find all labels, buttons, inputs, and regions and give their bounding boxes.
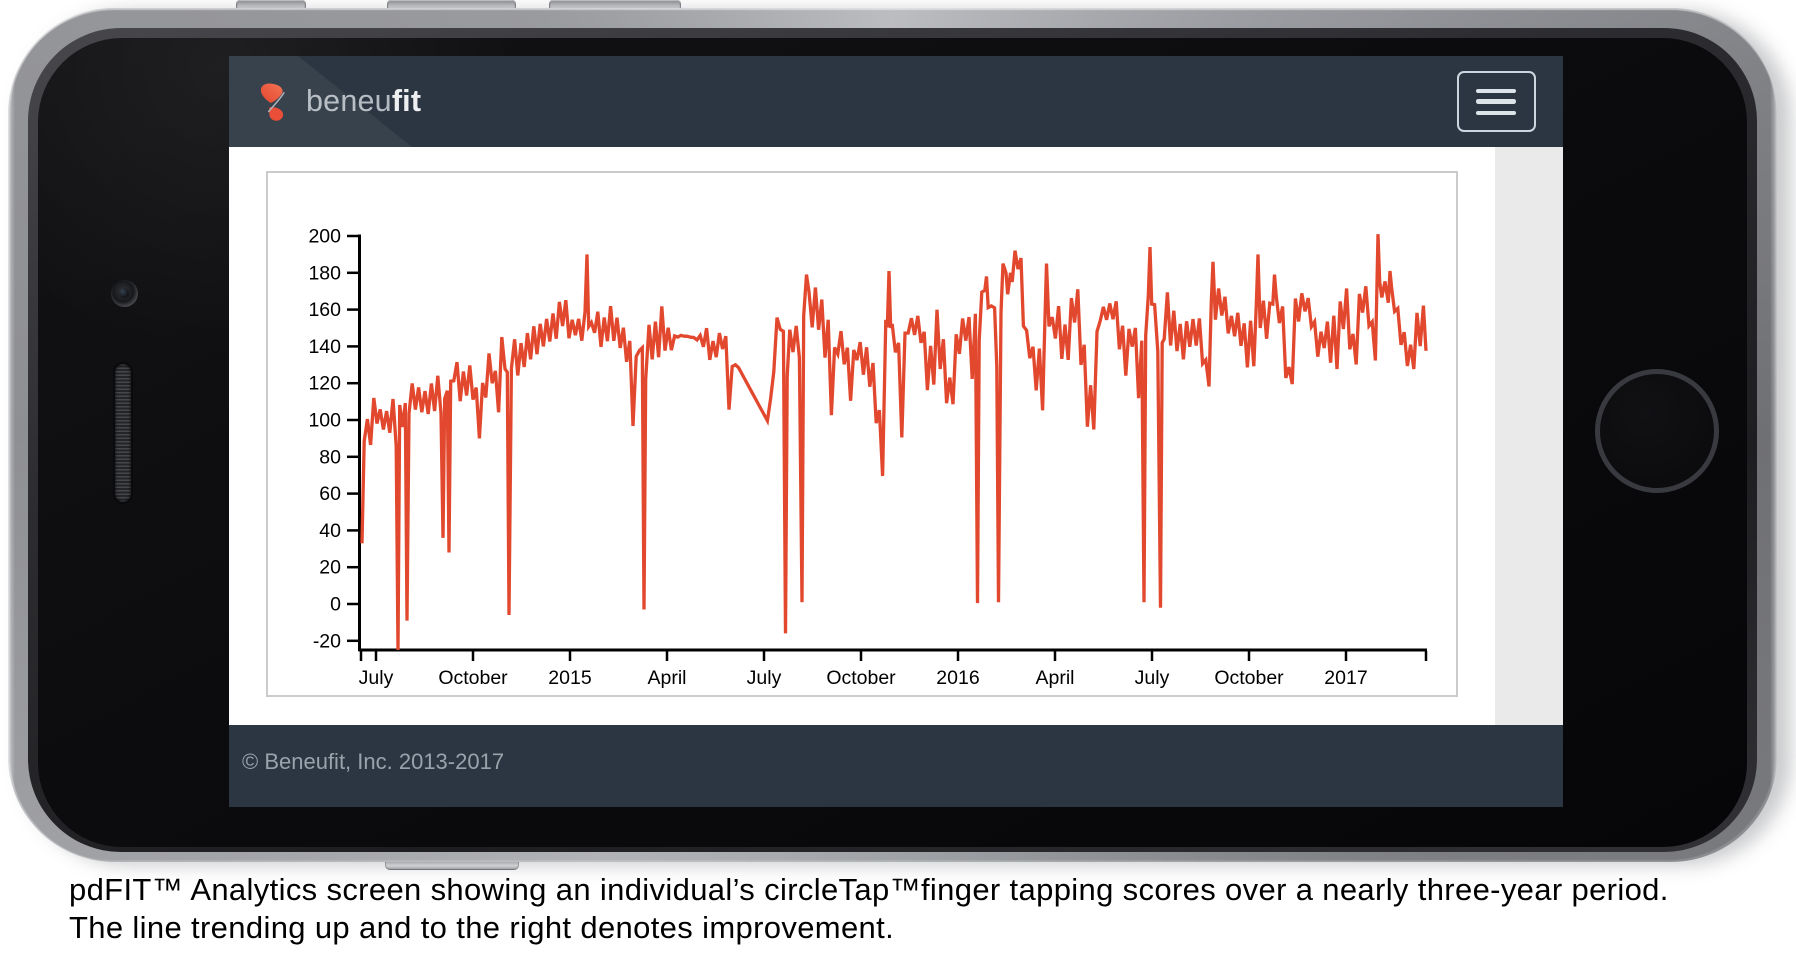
svg-text:July: July <box>747 667 782 689</box>
svg-text:20: 20 <box>319 557 341 579</box>
svg-text:180: 180 <box>308 262 341 284</box>
svg-text:60: 60 <box>319 483 341 505</box>
svg-text:October: October <box>1214 667 1284 689</box>
svg-text:140: 140 <box>308 336 341 358</box>
svg-text:200: 200 <box>308 226 341 248</box>
svg-text:April: April <box>1035 667 1074 689</box>
svg-text:-20: -20 <box>313 630 341 652</box>
svg-text:100: 100 <box>308 410 341 432</box>
svg-text:April: April <box>647 667 686 689</box>
svg-text:40: 40 <box>319 520 341 542</box>
svg-text:160: 160 <box>308 299 341 321</box>
svg-text:0: 0 <box>330 594 341 616</box>
svg-text:80: 80 <box>319 446 341 468</box>
svg-text:2017: 2017 <box>1324 667 1367 689</box>
svg-text:120: 120 <box>308 373 341 395</box>
svg-text:2016: 2016 <box>936 667 979 689</box>
svg-text:July: July <box>359 667 394 689</box>
svg-text:October: October <box>826 667 896 689</box>
svg-text:July: July <box>1135 667 1170 689</box>
svg-text:October: October <box>438 667 508 689</box>
svg-text:2015: 2015 <box>548 667 592 689</box>
